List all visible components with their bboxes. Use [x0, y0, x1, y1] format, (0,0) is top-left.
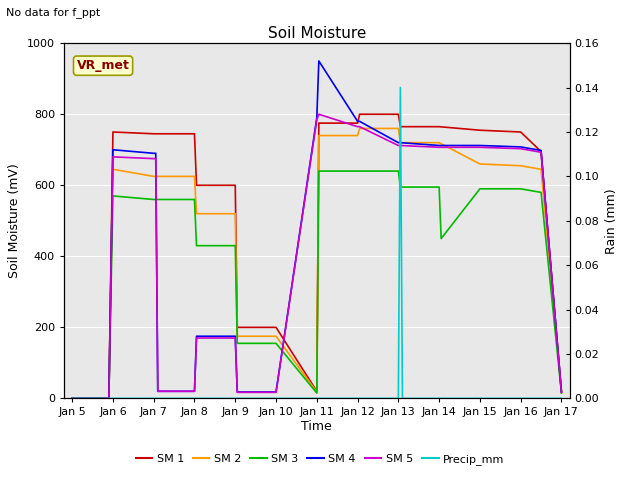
Text: No data for f_ppt: No data for f_ppt	[6, 7, 100, 18]
Text: VR_met: VR_met	[77, 59, 129, 72]
Title: Soil Moisture: Soil Moisture	[268, 25, 366, 41]
Legend: SM 1, SM 2, SM 3, SM 4, SM 5, Precip_mm: SM 1, SM 2, SM 3, SM 4, SM 5, Precip_mm	[131, 450, 509, 469]
X-axis label: Time: Time	[301, 420, 332, 433]
Y-axis label: Soil Moisture (mV): Soil Moisture (mV)	[8, 163, 21, 278]
Y-axis label: Rain (mm): Rain (mm)	[605, 188, 618, 253]
